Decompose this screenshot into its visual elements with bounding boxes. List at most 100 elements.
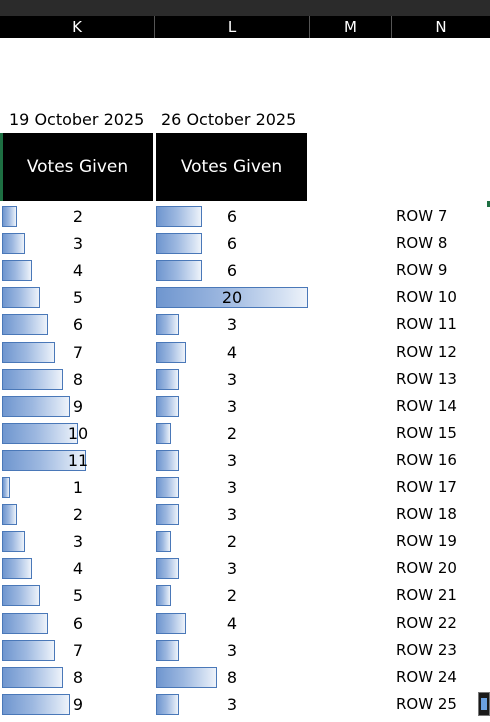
- cell-k-votes[interactable]: 11: [2, 447, 154, 474]
- row-label[interactable]: ROW 17: [396, 478, 457, 496]
- date-header-l[interactable]: 26 October 2025: [161, 110, 297, 129]
- cell-l-votes[interactable]: 3: [156, 474, 308, 501]
- data-bar-l: [156, 260, 202, 281]
- votes-given-header-k[interactable]: Votes Given: [2, 133, 153, 201]
- cell-l-votes[interactable]: 2: [156, 420, 308, 447]
- cell-k-votes[interactable]: 9: [2, 393, 154, 420]
- cell-k-votes[interactable]: 3: [2, 230, 154, 257]
- row-label[interactable]: ROW 14: [396, 397, 457, 415]
- selection-marker: [0, 133, 3, 201]
- row-label[interactable]: ROW 15: [396, 424, 457, 442]
- column-header-k[interactable]: K: [0, 16, 155, 38]
- cell-l-votes[interactable]: 8: [156, 664, 308, 691]
- row-label[interactable]: ROW 24: [396, 668, 457, 686]
- data-bar-l: [156, 667, 217, 688]
- cell-l-votes[interactable]: 3: [156, 447, 308, 474]
- cell-l-votes[interactable]: 3: [156, 637, 308, 664]
- data-bar-k: [2, 613, 48, 634]
- row-label[interactable]: ROW 12: [396, 343, 457, 361]
- cell-l-votes[interactable]: 6: [156, 203, 308, 230]
- cell-k-votes[interactable]: 4: [2, 555, 154, 582]
- cell-k-votes[interactable]: 8: [2, 366, 154, 393]
- cell-k-votes[interactable]: 2: [2, 501, 154, 528]
- data-bar-l: [156, 314, 179, 335]
- cell-l-votes[interactable]: 3: [156, 501, 308, 528]
- data-bar-k: [2, 260, 32, 281]
- vote-count-l: 3: [226, 370, 238, 389]
- date-header-k[interactable]: 19 October 2025: [9, 110, 145, 129]
- cell-l-votes[interactable]: 20: [156, 284, 308, 311]
- votes-given-header-l[interactable]: Votes Given: [156, 133, 307, 201]
- row-label[interactable]: ROW 11: [396, 315, 457, 333]
- data-bar-l: [156, 477, 179, 498]
- data-bar-l: [156, 450, 179, 471]
- vote-count-l: 6: [226, 207, 238, 226]
- cell-l-votes[interactable]: 3: [156, 691, 308, 718]
- vote-count-l: 3: [226, 641, 238, 660]
- scroll-thumb-icon[interactable]: [478, 692, 490, 716]
- vote-count-k: 4: [72, 261, 84, 280]
- data-bar-k: [2, 477, 10, 498]
- row-label[interactable]: ROW 16: [396, 451, 457, 469]
- data-bar-k: [2, 667, 63, 688]
- data-bar-l: [156, 504, 179, 525]
- cell-k-votes[interactable]: 7: [2, 637, 154, 664]
- data-bar-l: [156, 233, 202, 254]
- cell-k-votes[interactable]: 1: [2, 474, 154, 501]
- cell-l-votes[interactable]: 3: [156, 366, 308, 393]
- vote-count-l: 3: [226, 478, 238, 497]
- cell-k-votes[interactable]: 8: [2, 664, 154, 691]
- cell-k-votes[interactable]: 7: [2, 339, 154, 366]
- vote-count-k: 1: [72, 478, 84, 497]
- row-label[interactable]: ROW 19: [396, 532, 457, 550]
- cell-k-votes[interactable]: 4: [2, 257, 154, 284]
- data-bar-l: [156, 558, 179, 579]
- vote-count-k: 9: [72, 695, 84, 714]
- data-bar-l: [156, 287, 308, 308]
- vote-count-k: 6: [72, 315, 84, 334]
- cell-l-votes[interactable]: 4: [156, 339, 308, 366]
- cell-k-votes[interactable]: 10: [2, 420, 154, 447]
- row-label[interactable]: ROW 9: [396, 261, 448, 279]
- row-label[interactable]: ROW 20: [396, 559, 457, 577]
- row-label[interactable]: ROW 7: [396, 207, 448, 225]
- row-label[interactable]: ROW 25: [396, 695, 457, 713]
- column-header-m[interactable]: M: [310, 16, 392, 38]
- cell-l-votes[interactable]: 2: [156, 528, 308, 555]
- column-header-n[interactable]: N: [392, 16, 490, 38]
- cell-k-votes[interactable]: 6: [2, 610, 154, 637]
- cell-k-votes[interactable]: 6: [2, 311, 154, 338]
- vote-count-k: 5: [72, 288, 84, 307]
- cell-k-votes[interactable]: 2: [2, 203, 154, 230]
- row-label[interactable]: ROW 23: [396, 641, 457, 659]
- column-header-l[interactable]: L: [155, 16, 310, 38]
- cell-k-votes[interactable]: 9: [2, 691, 154, 718]
- vote-count-k: 11: [67, 451, 89, 470]
- data-bar-k: [2, 206, 17, 227]
- cell-k-votes[interactable]: 5: [2, 582, 154, 609]
- cell-l-votes[interactable]: 3: [156, 393, 308, 420]
- cell-l-votes[interactable]: 4: [156, 610, 308, 637]
- cell-l-votes[interactable]: 3: [156, 555, 308, 582]
- data-bar-l: [156, 369, 179, 390]
- vote-count-l: 2: [226, 532, 238, 551]
- vote-count-k: 9: [72, 397, 84, 416]
- data-bar-k: [2, 694, 70, 715]
- row-label[interactable]: ROW 21: [396, 586, 457, 604]
- cell-l-votes[interactable]: 6: [156, 257, 308, 284]
- vote-count-k: 2: [72, 207, 84, 226]
- cell-k-votes[interactable]: 5: [2, 284, 154, 311]
- cell-l-votes[interactable]: 2: [156, 582, 308, 609]
- row-label[interactable]: ROW 13: [396, 370, 457, 388]
- cell-l-votes[interactable]: 3: [156, 311, 308, 338]
- row-label[interactable]: ROW 10: [396, 288, 457, 306]
- row-label[interactable]: ROW 22: [396, 614, 457, 632]
- row-label[interactable]: ROW 18: [396, 505, 457, 523]
- cell-k-votes[interactable]: 3: [2, 528, 154, 555]
- data-bar-k: [2, 314, 48, 335]
- data-bar-k: [2, 531, 25, 552]
- row-label[interactable]: ROW 8: [396, 234, 448, 252]
- vote-count-l: 2: [226, 586, 238, 605]
- cell-l-votes[interactable]: 6: [156, 230, 308, 257]
- vote-count-l: 6: [226, 234, 238, 253]
